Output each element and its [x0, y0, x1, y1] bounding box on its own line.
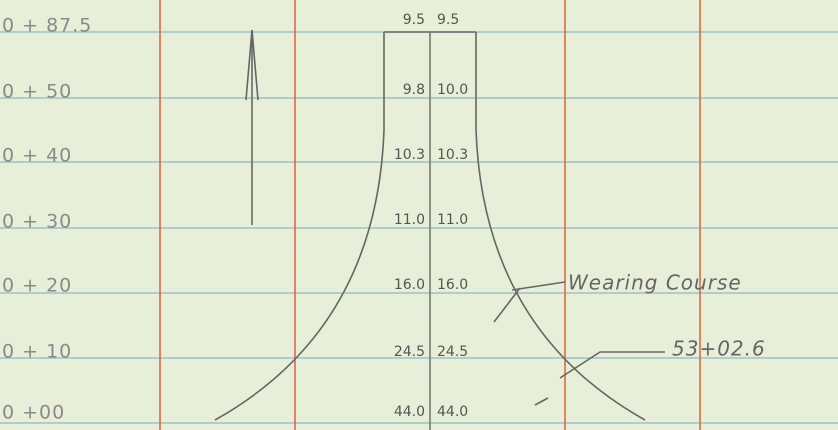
station-label: 0 + 87.5 — [2, 15, 92, 37]
labels: 0 + 87.5 0 + 50 0 + 40 0 + 30 0 + 20 0 +… — [2, 12, 766, 424]
left-width: 9.5 — [403, 12, 425, 28]
left-width: 10.3 — [394, 147, 425, 163]
station-note: 53+02.6 — [672, 337, 766, 361]
station-label: 0 + 50 — [2, 81, 72, 103]
left-width: 16.0 — [394, 277, 425, 293]
left-width: 24.5 — [394, 344, 425, 360]
right-width: 16.0 — [437, 277, 468, 293]
station-label: 0 + 30 — [2, 211, 72, 233]
station-label: 0 + 10 — [2, 341, 72, 363]
right-width: 44.0 — [437, 404, 468, 420]
station-label: 0 + 40 — [2, 145, 72, 167]
right-width: 10.0 — [437, 82, 468, 98]
left-width: 9.8 — [403, 82, 425, 98]
wearing-course-note: Wearing Course — [568, 271, 742, 295]
right-width: 24.5 — [437, 344, 468, 360]
right-width: 10.3 — [437, 147, 468, 163]
station-label: 0 +00 — [2, 402, 65, 424]
left-width: 44.0 — [394, 404, 425, 420]
right-width: 9.5 — [437, 12, 459, 28]
right-width: 11.0 — [437, 212, 468, 228]
left-width: 11.0 — [394, 212, 425, 228]
station-label: 0 + 20 — [2, 275, 72, 297]
outline — [214, 29, 665, 430]
